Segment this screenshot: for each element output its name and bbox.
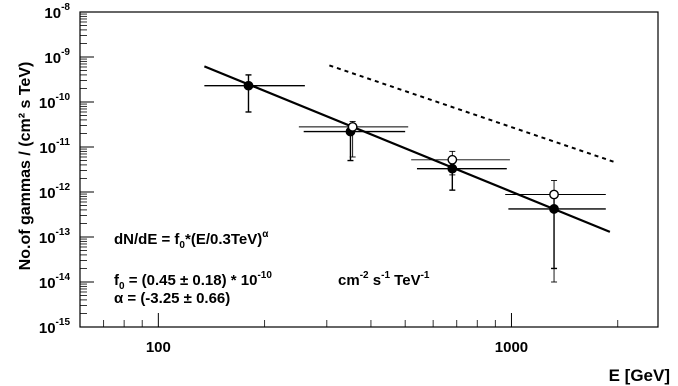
y-tick-base: 10 — [39, 185, 56, 202]
f0-main: f — [114, 272, 120, 289]
y-tick-label: 10-13 — [39, 227, 71, 247]
y-tick-exponent: -13 — [56, 227, 71, 238]
y-tick-label: 10-15 — [39, 317, 71, 337]
y-tick-exponent: -12 — [56, 182, 71, 193]
formula-main: dN/dE = f — [114, 231, 180, 248]
y-tick-base: 10 — [39, 320, 56, 337]
x-axis-title: E [GeV] — [609, 366, 670, 385]
units-tev: TeV — [390, 272, 421, 289]
x-tick-label: 100 — [146, 339, 171, 356]
y-tick-base: 10 — [44, 5, 61, 22]
y-tick-exponent: -9 — [61, 47, 70, 58]
f0-sub: 0 — [119, 281, 125, 292]
f0-exp: -10 — [257, 270, 272, 281]
formula-rest: *(E/0.3TeV) — [185, 231, 262, 248]
y-tick-label: 10-12 — [39, 182, 71, 202]
y-axis-title: No.of gammas / (cm² s TeV) — [17, 62, 34, 271]
plot-frame — [79, 11, 659, 328]
y-tick-label: 10-14 — [39, 272, 71, 292]
f0-value-text: = (0.45 ± 0.18) * 10 — [125, 272, 258, 289]
data-point-open — [347, 121, 358, 132]
y-tick-base: 10 — [39, 275, 56, 292]
units-tev-exp: -1 — [421, 270, 430, 281]
units-cm: cm — [338, 272, 360, 289]
y-tick-exponent: -8 — [61, 2, 70, 13]
formula-sub: 0 — [179, 240, 185, 251]
tick-labels: 10-810-910-1010-1110-1210-1310-1410-1510… — [39, 2, 528, 356]
y-tick-label: 10-11 — [39, 137, 70, 157]
data-points — [204, 74, 606, 283]
y-tick-exponent: -10 — [56, 92, 71, 103]
data-point-open — [447, 154, 458, 165]
y-tick-label: 10-9 — [44, 47, 70, 67]
x-tick-label: 1000 — [495, 339, 528, 356]
f0-value: f0 = (0.45 ± 0.18) * 10-10 — [114, 270, 272, 292]
y-tick-label: 10-8 — [44, 2, 70, 22]
reference-line-dashed — [329, 64, 617, 164]
data-point-filled — [243, 80, 254, 91]
y-tick-base: 10 — [39, 140, 56, 157]
axis-ticks — [79, 11, 619, 328]
fit-line — [203, 65, 611, 233]
units-s-exp: -1 — [381, 270, 390, 281]
alpha-value: α = (-3.25 ± 0.66) — [114, 290, 230, 307]
units-s: s — [369, 272, 382, 289]
y-tick-exponent: -11 — [56, 137, 70, 148]
units-cm-exp: -2 — [360, 270, 369, 281]
y-tick-label: 10-10 — [39, 92, 71, 112]
spectrum-lines — [203, 64, 617, 233]
formula-sup: α — [262, 229, 269, 240]
y-tick-base: 10 — [44, 50, 61, 67]
y-tick-base: 10 — [39, 230, 56, 247]
y-tick-base: 10 — [39, 95, 56, 112]
f0-units: cm-2 s-1 TeV-1 — [338, 270, 430, 289]
y-tick-exponent: -15 — [56, 317, 71, 328]
power-law-formula: dN/dE = f0*(E/0.3TeV)α — [114, 229, 269, 251]
y-tick-exponent: -14 — [56, 272, 71, 283]
data-point-open — [549, 189, 559, 200]
